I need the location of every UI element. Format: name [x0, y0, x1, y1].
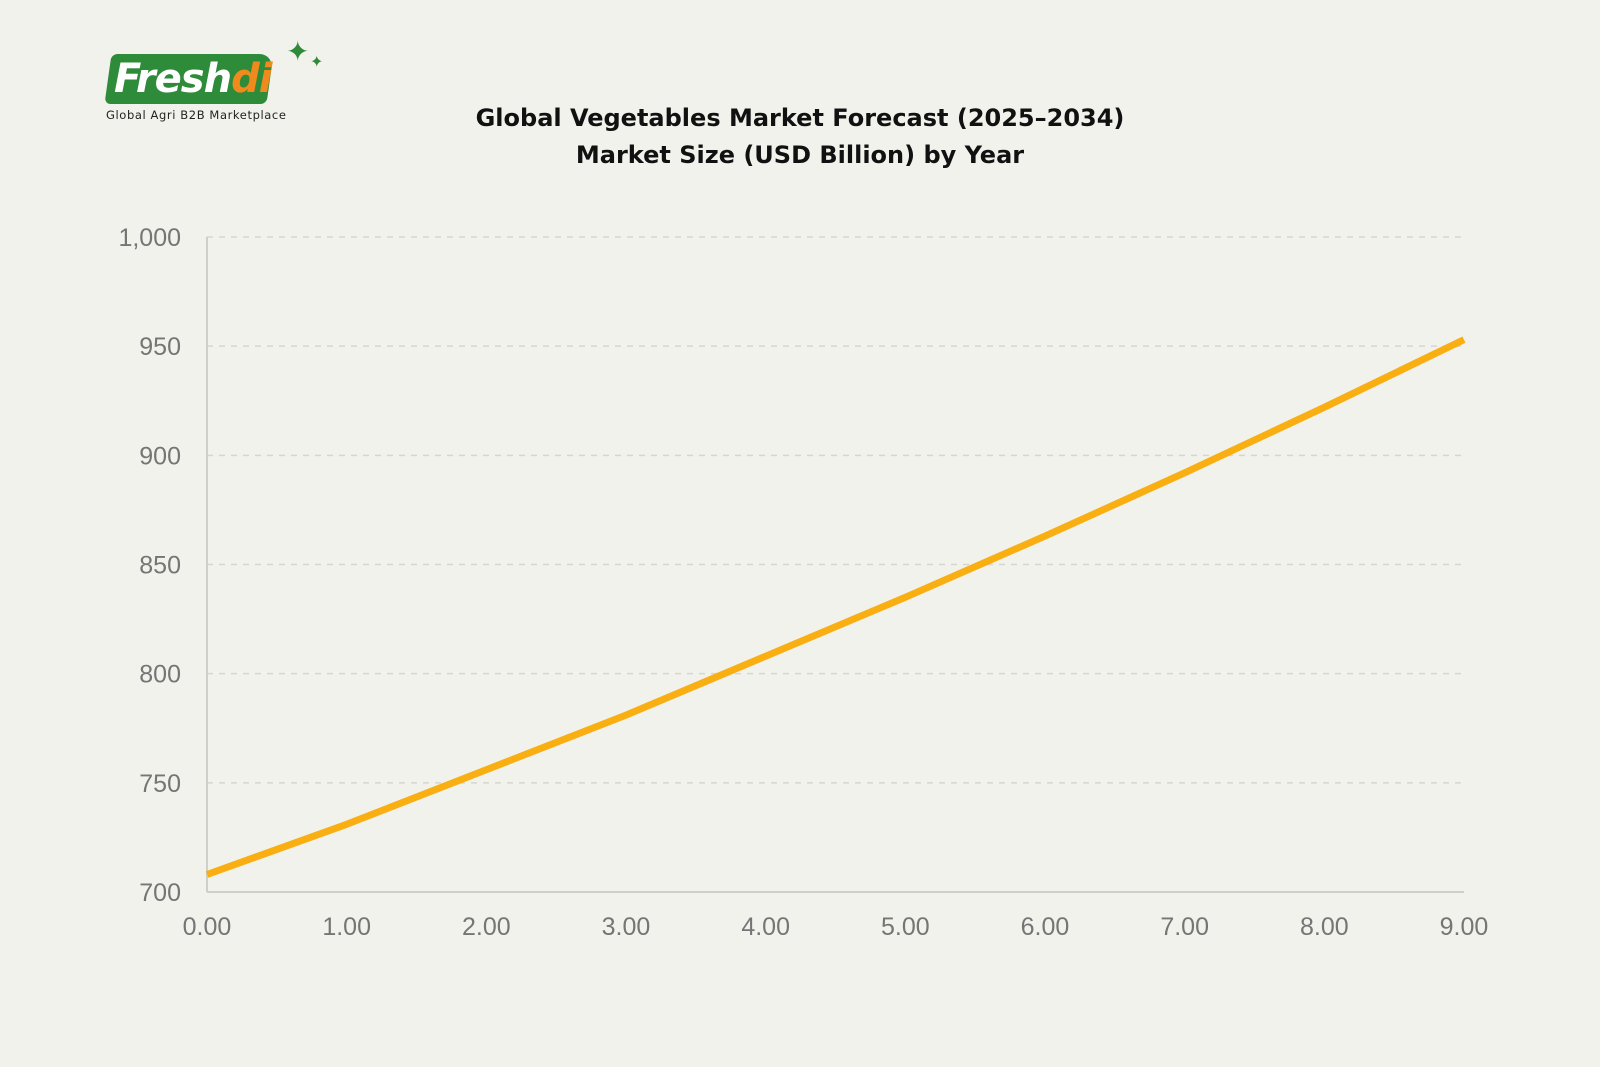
- data-point: [905, 597, 906, 598]
- y-tick-label: 950: [139, 333, 181, 361]
- y-tick-label: 750: [139, 770, 181, 798]
- chart-titles: Global Vegetables Market Forecast (2025–…: [0, 100, 1600, 174]
- data-point: [207, 874, 208, 875]
- x-tick-label: 9.00: [1440, 913, 1489, 941]
- y-tick-label: 900: [139, 442, 181, 470]
- x-tick-label: 7.00: [1160, 913, 1209, 941]
- x-tick-label: 5.00: [881, 913, 930, 941]
- chart-title: Global Vegetables Market Forecast (2025–…: [475, 104, 1125, 132]
- data-point: [765, 656, 766, 657]
- data-point: [1184, 472, 1185, 473]
- x-tick-label: 6.00: [1021, 913, 1070, 941]
- x-tick-label: 1.00: [322, 913, 371, 941]
- sparkle-small-icon: ✦: [310, 52, 324, 71]
- data-point: [1464, 339, 1465, 340]
- series-line: [205, 336, 1466, 878]
- logo-wordmark: Freshdi: [114, 54, 272, 104]
- sparkle-icon: ✦: [286, 35, 310, 68]
- logo-word-accent: di: [231, 56, 272, 102]
- data-point: [1045, 536, 1046, 537]
- y-tick-label: 1,000: [118, 224, 181, 252]
- data-point: [626, 715, 627, 716]
- x-tick-label: 3.00: [602, 913, 651, 941]
- data-point: [1324, 407, 1325, 408]
- freshdi-logo[interactable]: Freshdi ✦ ✦ Global Agri B2B Marketplace: [104, 35, 344, 130]
- x-tick-label: 2.00: [462, 913, 511, 941]
- data-point: [346, 824, 347, 825]
- chart-subtitle: Market Size (USD Billion) by Year: [575, 141, 1025, 169]
- y-tick-label: 850: [139, 552, 181, 580]
- y-tick-label: 800: [139, 661, 181, 689]
- y-tick-label: 700: [139, 879, 181, 907]
- logo-word-main: Fresh: [114, 56, 232, 102]
- data-point: [486, 769, 487, 770]
- x-tick-label: 4.00: [741, 913, 790, 941]
- x-tick-label: 0.00: [183, 913, 232, 941]
- logo-tagline: Global Agri B2B Marketplace: [106, 108, 287, 122]
- x-tick-label: 8.00: [1300, 913, 1349, 941]
